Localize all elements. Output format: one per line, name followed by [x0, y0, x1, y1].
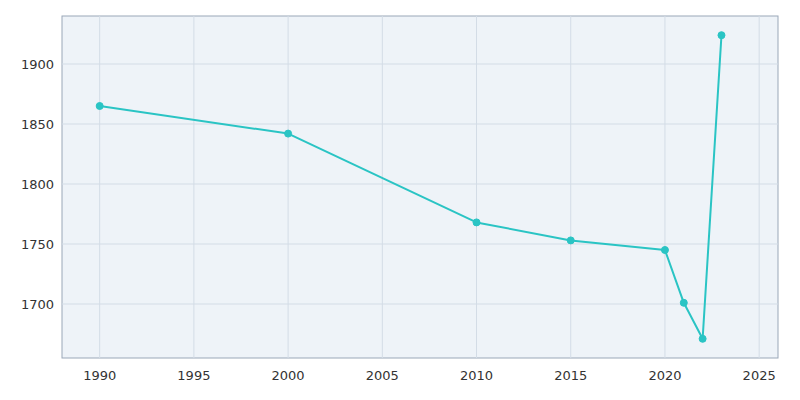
grid-line-x	[288, 16, 289, 358]
x-tick-label: 1990	[83, 368, 116, 383]
data-point	[661, 247, 668, 254]
x-tick-label: 2025	[743, 368, 776, 383]
data-point	[96, 103, 103, 110]
grid-line-y	[62, 64, 778, 65]
chart-svg: 1990 1995 2000 2005 2010 2015 2020 2025 1700 1750…	[0, 0, 800, 400]
chart-container: 1990 1995 2000 2005 2010 2015 2020 2025 1700 1750…	[0, 0, 800, 400]
data-point	[680, 299, 687, 306]
y-tick-label: 1900	[21, 57, 54, 72]
x-tick-label: 2015	[554, 368, 587, 383]
grid-line-x	[570, 16, 571, 358]
grid-line-y	[62, 244, 778, 245]
data-point	[473, 219, 480, 226]
grid-line-x	[99, 16, 100, 358]
x-tick-label: 2000	[272, 368, 305, 383]
grid-line-x	[382, 16, 383, 358]
data-point	[718, 32, 725, 39]
grid-line-x	[193, 16, 194, 358]
grid	[62, 16, 778, 358]
data-layer	[96, 32, 725, 343]
y-tick-label: 1850	[21, 117, 54, 132]
data-line	[100, 35, 722, 339]
data-point	[567, 237, 574, 244]
grid-line-y	[62, 304, 778, 305]
x-tick-label: 1995	[177, 368, 210, 383]
grid-line-x	[664, 16, 665, 358]
x-tick-label: 2010	[460, 368, 493, 383]
tick-labels: 1990 1995 2000 2005 2010 2015 2020 2025 1700 1750…	[21, 57, 776, 384]
y-tick-label: 1750	[21, 237, 54, 252]
grid-line-y	[62, 184, 778, 185]
page: {"chart_data": {"type": "line", "x": [19…	[0, 0, 800, 400]
x-tick-label: 2020	[648, 368, 681, 383]
x-tick-label: 2005	[366, 368, 399, 383]
grid-line-y	[62, 124, 778, 125]
data-point	[285, 130, 292, 137]
y-tick-label: 1800	[21, 177, 54, 192]
data-point	[699, 335, 706, 342]
grid-line-x	[476, 16, 477, 358]
grid-line-x	[759, 16, 760, 358]
plot-area	[62, 16, 778, 358]
y-tick-label: 1700	[21, 297, 54, 312]
